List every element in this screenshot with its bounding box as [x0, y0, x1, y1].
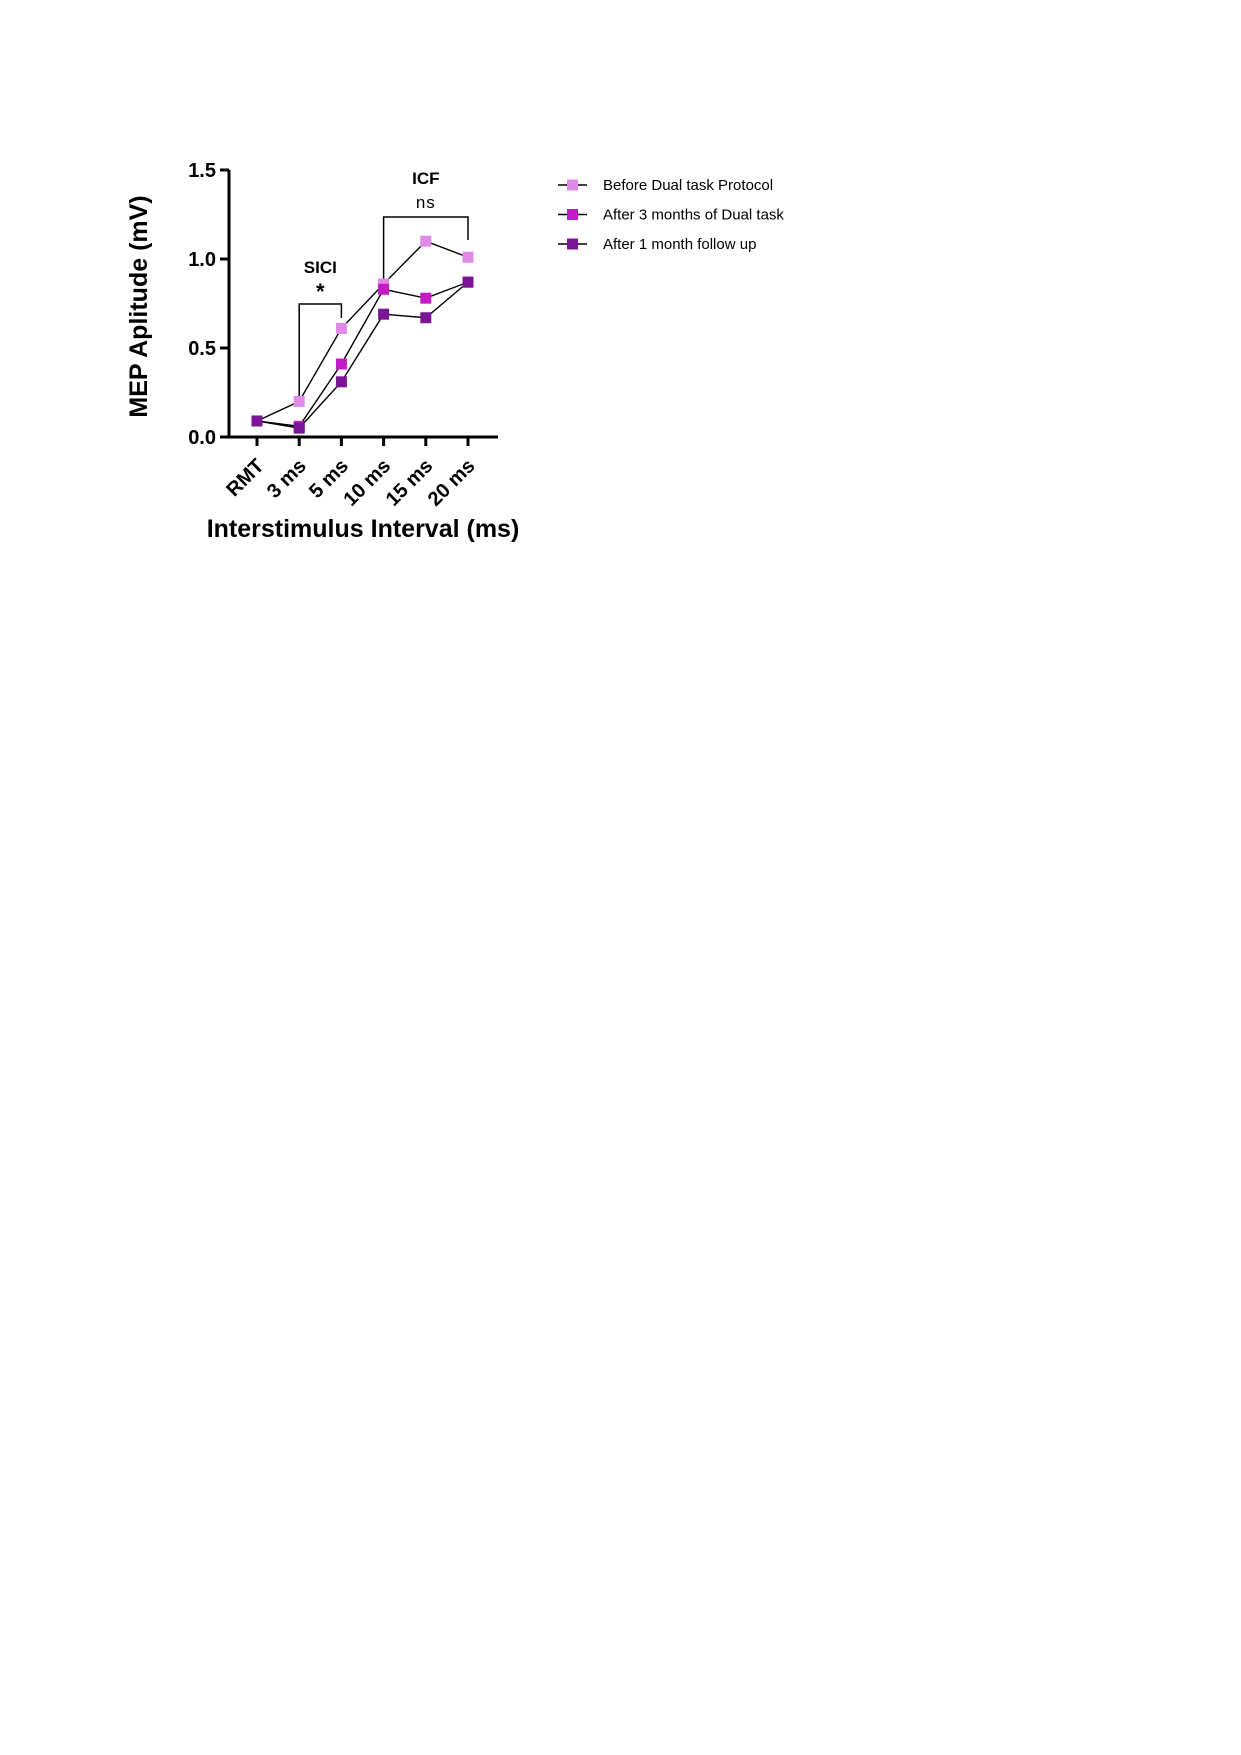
data-point [378, 283, 390, 295]
significance-brackets: SICI * ICF ns [298, 169, 469, 398]
sici-bracket [298, 303, 343, 398]
y-tick-label: 0.0 [188, 427, 216, 449]
legend-label: Before Dual task Protocol [603, 177, 773, 194]
icf-significance: ns [416, 193, 436, 212]
data-point [420, 235, 432, 247]
legend-label: After 3 months of Dual task [603, 207, 784, 224]
legend-item: After 1 month follow up [558, 236, 756, 253]
data-point [293, 422, 305, 434]
data-point [462, 276, 474, 288]
x-tick-label: RMT [222, 455, 268, 501]
data-point [335, 376, 347, 388]
data-point [335, 358, 347, 370]
data-point [335, 322, 347, 334]
legend: Before Dual task Protocol After 3 months … [558, 177, 784, 253]
series-0 [251, 235, 474, 427]
x-tick-label: 3 ms [263, 455, 311, 503]
x-tick-label: 20 ms [424, 455, 480, 511]
data-point [293, 395, 305, 407]
series-2 [251, 276, 474, 434]
y-axis-ticks: 0.0 0.5 1.0 1.5 [188, 160, 229, 449]
data-point [251, 415, 263, 427]
data-point [420, 312, 432, 324]
legend-item: Before Dual task Protocol [558, 177, 773, 194]
y-tick-label: 1.0 [188, 249, 216, 271]
series-line [256, 281, 469, 428]
legend-label: After 1 month follow up [603, 236, 756, 253]
data-point [378, 308, 390, 320]
data-point [462, 251, 474, 263]
x-tick-label: 10 ms [339, 455, 395, 511]
icf-label: ICF [412, 169, 439, 188]
series-line [256, 281, 469, 429]
sici-significance: * [316, 279, 325, 304]
y-axis-title: MEP Aplitude (mV) [125, 195, 153, 417]
legend-item: After 3 months of Dual task [558, 207, 784, 224]
icf-bracket [382, 216, 469, 283]
series-line [256, 240, 469, 422]
y-tick-label: 1.5 [188, 160, 216, 182]
sici-label: SICI [304, 258, 337, 277]
x-tick-label: 15 ms [382, 455, 438, 511]
legend-marker [567, 179, 578, 191]
legend-marker [567, 209, 578, 220]
legend-marker [567, 238, 578, 250]
x-axis-title: Interstimulus Interval (ms) [207, 515, 520, 543]
data-point [420, 292, 432, 304]
series-group [251, 235, 474, 434]
y-tick-label: 0.5 [188, 338, 216, 360]
